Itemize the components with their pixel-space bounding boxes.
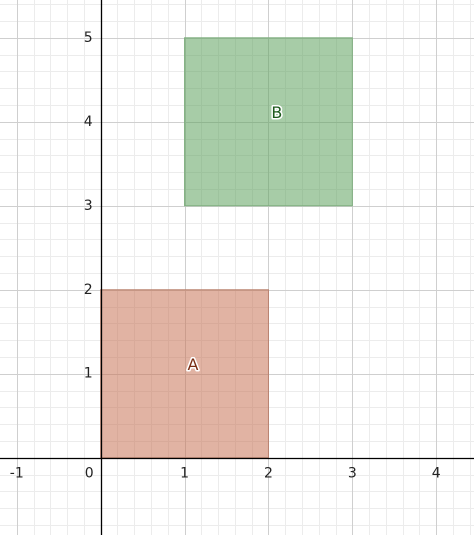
- x-tick-label: 4: [432, 466, 441, 482]
- y-tick-label: 4: [84, 114, 93, 130]
- y-tick-label: 2: [84, 282, 93, 298]
- x-tick-label: 1: [180, 466, 189, 482]
- x-tick-label: 0: [85, 466, 94, 482]
- x-tick-label: -1: [10, 466, 24, 482]
- shape-labels: AB: [186, 101, 284, 375]
- y-tick-label: 5: [84, 30, 93, 46]
- shape-a-label: A: [187, 355, 198, 374]
- x-tick-label: 3: [348, 466, 357, 482]
- shape-a[interactable]: [100, 289, 269, 459]
- y-axis-tick-labels: 1 2 3 4 5: [84, 30, 93, 382]
- y-tick-label: 1: [84, 366, 93, 382]
- shapes-layer: [100, 37, 353, 459]
- shape-b-label: B: [271, 103, 282, 122]
- x-axis-tick-labels: -1 0 1 2 3 4: [10, 466, 441, 482]
- y-tick-label: 3: [84, 198, 93, 214]
- shape-b[interactable]: [184, 37, 353, 207]
- x-tick-label: 2: [264, 466, 273, 482]
